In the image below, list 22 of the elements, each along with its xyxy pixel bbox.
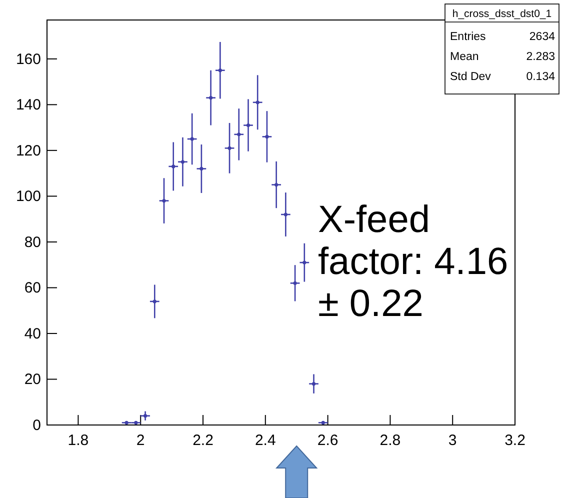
y-tick-label: 100 [16,188,41,206]
text: Std Dev 0.134 [450,71,555,83]
y-tick-label: 0 [32,417,41,434]
y-tick-label: 160 [16,50,41,68]
x-tick-label: 3.2 [504,432,526,449]
y-tick-label: 80 [24,234,41,251]
y-tick-label: 120 [16,142,41,160]
y-tick-label: 60 [24,280,41,297]
x-tick-label: 2.4 [254,432,276,449]
y-tick-label: 40 [24,325,41,342]
text: Mean 2.283 [450,51,555,63]
chart-title: h_cross_dsst_dst0_1 [452,8,552,20]
y-tick-label: 20 [24,371,41,388]
x-tick-label: 2.8 [380,432,401,449]
x-tick-label: 2 [136,432,145,449]
x-tick-label: 2.6 [317,432,338,449]
y-tick-label: 140 [16,96,41,114]
x-tick-label: 3 [448,432,457,449]
annotation: X-feed factor: 4.16 ± 0.22 [318,199,508,325]
x-tick-label: 1.8 [68,432,89,449]
x-tick-label: 2.2 [192,432,214,449]
text: Entries 2634 [450,31,555,43]
